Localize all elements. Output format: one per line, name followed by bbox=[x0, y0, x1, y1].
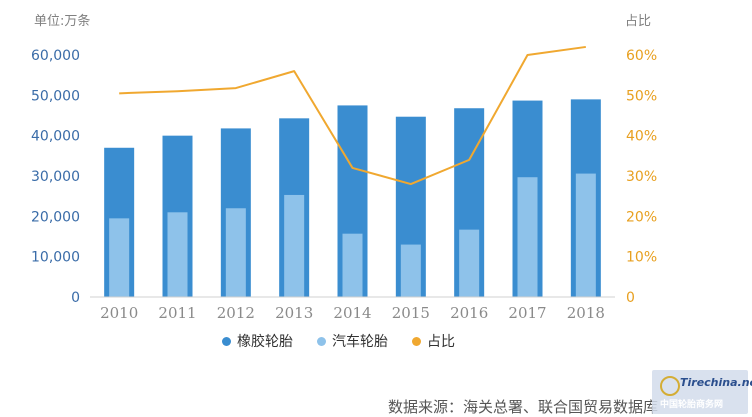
watermark-logo: Tirechina.net 中国轮胎商务网 bbox=[652, 370, 752, 414]
right-tick-label: 40% bbox=[626, 129, 657, 145]
legend-label-share: 占比 bbox=[427, 334, 455, 350]
legend-label-car-tire: 汽车轮胎 bbox=[332, 334, 388, 350]
legend: 橡胶轮胎 汽车轮胎 占比 bbox=[222, 331, 455, 351]
x-tick-label: 2017 bbox=[508, 304, 546, 322]
right-tick-label: 30% bbox=[626, 169, 657, 185]
x-tick-label: 2010 bbox=[100, 304, 138, 322]
x-tick-label: 2015 bbox=[392, 304, 430, 322]
left-tick-label: 10,000 bbox=[31, 250, 80, 266]
left-tick-label: 30,000 bbox=[31, 169, 80, 185]
legend-label-rubber-tire: 橡胶轮胎 bbox=[237, 334, 293, 350]
x-tick-label: 2011 bbox=[158, 304, 196, 322]
right-tick-label: 0 bbox=[626, 290, 635, 306]
bar-car-tire bbox=[400, 244, 421, 297]
watermark-name: Tirechina bbox=[680, 376, 738, 389]
bar-car-tire bbox=[517, 177, 538, 297]
left-tick-label: 60,000 bbox=[31, 48, 80, 64]
legend-item-rubber-tire: 橡胶轮胎 bbox=[222, 331, 293, 351]
share-line bbox=[119, 45, 586, 186]
bar-car-tire bbox=[342, 233, 363, 297]
x-tick-label: 2013 bbox=[275, 304, 313, 322]
bar-car-tire bbox=[167, 212, 188, 297]
x-tick-label: 2014 bbox=[333, 304, 371, 322]
x-tick-label: 2018 bbox=[567, 304, 605, 322]
left-axis-title: 单位:万条 bbox=[34, 14, 91, 29]
right-tick-label: 10% bbox=[626, 250, 657, 266]
left-tick-label: 50,000 bbox=[31, 88, 80, 104]
legend-item-car-tire: 汽车轮胎 bbox=[317, 331, 388, 351]
left-tick-label: 20,000 bbox=[31, 209, 80, 225]
watermark-subtitle: 中国轮胎商务网 bbox=[660, 400, 724, 410]
left-tick-label: 0 bbox=[71, 290, 80, 306]
bar-car-tire bbox=[284, 194, 305, 297]
right-tick-label: 50% bbox=[626, 88, 657, 104]
right-tick-label: 60% bbox=[626, 48, 657, 64]
bar-car-tire bbox=[459, 229, 480, 297]
bar-car-tire bbox=[225, 208, 246, 297]
left-tick-label: 40,000 bbox=[31, 129, 80, 145]
right-tick-label: 20% bbox=[626, 209, 657, 225]
x-tick-label: 2012 bbox=[217, 304, 255, 322]
legend-item-share: 占比 bbox=[412, 331, 455, 351]
data-source-note: 数据来源：海关总署、联合国贸易数据库 bbox=[388, 398, 659, 416]
watermark-brand: Tirechina.net bbox=[680, 376, 752, 389]
legend-marker-rubber-tire bbox=[222, 336, 231, 346]
right-axis-title: 占比 bbox=[625, 14, 652, 29]
x-tick-label: 2016 bbox=[450, 304, 488, 322]
legend-marker-share bbox=[412, 336, 421, 346]
bar-car-tire bbox=[109, 218, 130, 297]
bar-car-tire bbox=[575, 173, 596, 297]
tire-logo-icon bbox=[660, 376, 680, 396]
legend-marker-car-tire bbox=[317, 336, 326, 346]
watermark-suffix: .net bbox=[737, 376, 752, 389]
